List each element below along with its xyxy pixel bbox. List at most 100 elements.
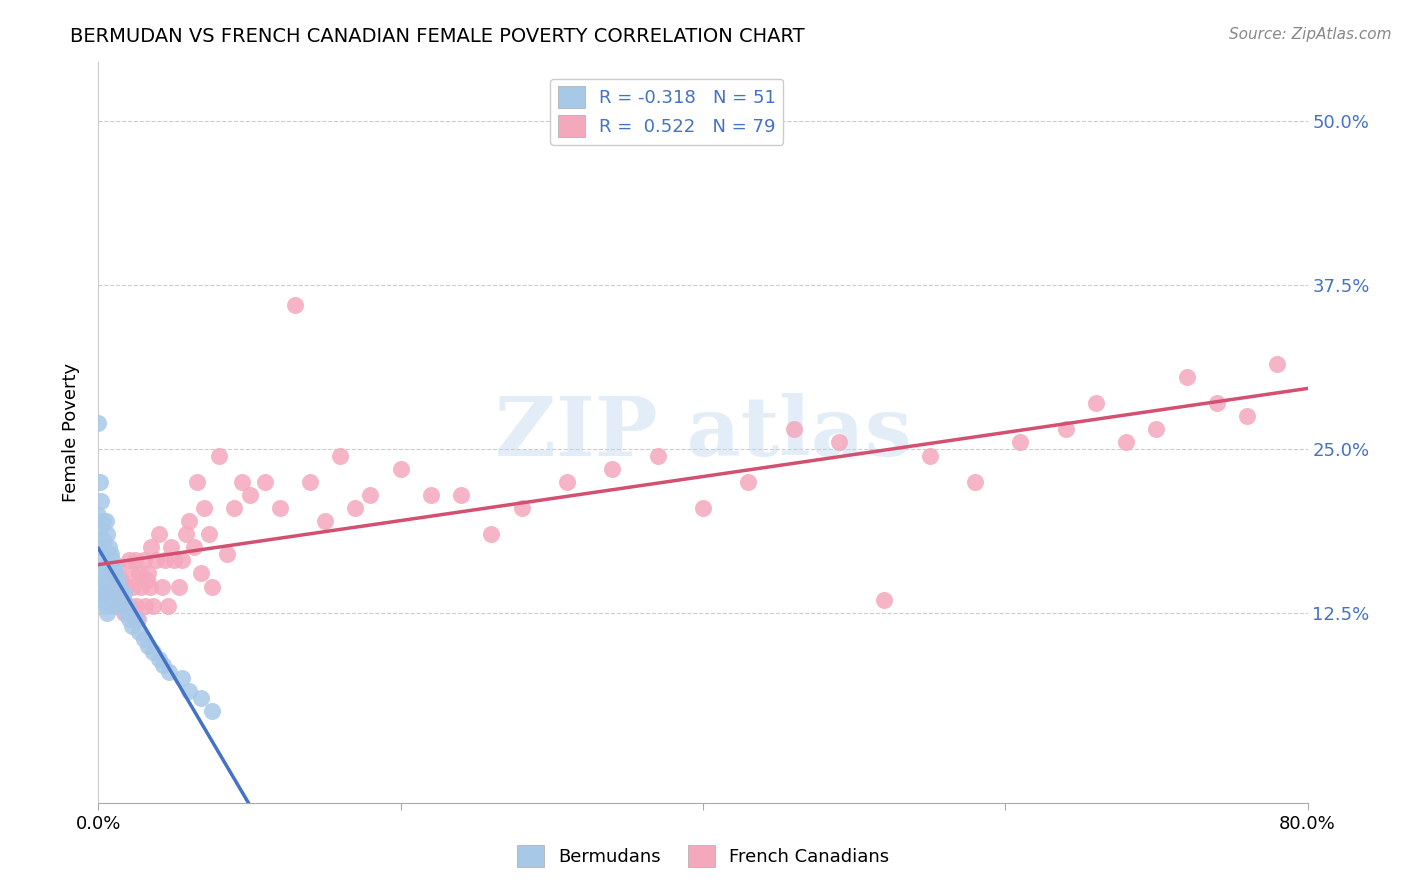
Point bbox=[170, 553, 193, 567]
Point bbox=[1206, 396, 1229, 410]
Point bbox=[160, 541, 183, 555]
Point bbox=[115, 599, 138, 614]
Text: ZIP atlas: ZIP atlas bbox=[495, 392, 911, 473]
Point bbox=[114, 580, 136, 594]
Point bbox=[98, 541, 121, 555]
Point bbox=[96, 606, 118, 620]
Point bbox=[96, 527, 118, 541]
Point bbox=[127, 612, 149, 626]
Point bbox=[174, 527, 197, 541]
Point bbox=[93, 533, 115, 548]
Point bbox=[783, 422, 806, 436]
Point bbox=[87, 508, 110, 522]
Point bbox=[103, 560, 125, 574]
Point bbox=[692, 500, 714, 515]
Point bbox=[104, 566, 127, 581]
Point bbox=[103, 599, 125, 614]
Point bbox=[120, 599, 142, 614]
Point bbox=[110, 573, 132, 587]
Point bbox=[89, 521, 111, 535]
Point bbox=[105, 560, 128, 574]
Point bbox=[156, 599, 179, 614]
Point bbox=[201, 580, 224, 594]
Point bbox=[159, 665, 181, 679]
Point bbox=[93, 573, 115, 587]
Point bbox=[148, 527, 170, 541]
Point bbox=[89, 573, 111, 587]
Point bbox=[98, 580, 121, 594]
Point bbox=[1010, 435, 1032, 450]
Point bbox=[114, 606, 136, 620]
Point bbox=[215, 547, 238, 561]
Point bbox=[148, 651, 170, 665]
Point bbox=[183, 541, 205, 555]
Point bbox=[91, 514, 114, 528]
Point bbox=[112, 586, 135, 600]
Point bbox=[129, 580, 152, 594]
Point bbox=[132, 632, 155, 646]
Point bbox=[105, 580, 128, 594]
Point bbox=[152, 658, 174, 673]
Point bbox=[125, 599, 148, 614]
Point bbox=[153, 553, 176, 567]
Point bbox=[132, 553, 155, 567]
Point bbox=[90, 541, 112, 555]
Point bbox=[965, 475, 987, 489]
Point bbox=[828, 435, 851, 450]
Point bbox=[87, 416, 110, 430]
Point bbox=[136, 566, 159, 581]
Point bbox=[179, 684, 201, 698]
Point bbox=[197, 527, 219, 541]
Point bbox=[128, 566, 150, 581]
Point bbox=[142, 645, 165, 659]
Point bbox=[193, 500, 215, 515]
Point bbox=[122, 580, 145, 594]
Point bbox=[121, 566, 143, 581]
Point bbox=[299, 475, 322, 489]
Point bbox=[111, 592, 134, 607]
Point bbox=[555, 475, 578, 489]
Point bbox=[450, 488, 472, 502]
Point bbox=[145, 553, 167, 567]
Point bbox=[112, 606, 135, 620]
Point bbox=[253, 475, 276, 489]
Point bbox=[91, 553, 114, 567]
Point bbox=[150, 580, 173, 594]
Text: BERMUDAN VS FRENCH CANADIAN FEMALE POVERTY CORRELATION CHART: BERMUDAN VS FRENCH CANADIAN FEMALE POVER… bbox=[70, 27, 804, 45]
Point bbox=[510, 500, 533, 515]
Point bbox=[139, 580, 162, 594]
Point bbox=[94, 599, 117, 614]
Text: Source: ZipAtlas.com: Source: ZipAtlas.com bbox=[1229, 27, 1392, 42]
Point bbox=[118, 612, 141, 626]
Point bbox=[94, 514, 117, 528]
Point bbox=[1115, 435, 1137, 450]
Legend: Bermudans, French Canadians: Bermudans, French Canadians bbox=[509, 838, 897, 874]
Point bbox=[87, 566, 110, 581]
Point bbox=[284, 298, 307, 312]
Point bbox=[186, 475, 208, 489]
Point bbox=[125, 612, 148, 626]
Point bbox=[111, 599, 134, 614]
Point bbox=[420, 488, 443, 502]
Point bbox=[167, 580, 190, 594]
Point bbox=[107, 573, 129, 587]
Point bbox=[737, 475, 759, 489]
Point bbox=[94, 586, 117, 600]
Point bbox=[1175, 370, 1198, 384]
Point bbox=[107, 599, 129, 614]
Point bbox=[1085, 396, 1108, 410]
Point bbox=[163, 553, 186, 567]
Point bbox=[190, 566, 212, 581]
Point bbox=[190, 690, 212, 705]
Point bbox=[329, 449, 352, 463]
Point bbox=[110, 592, 132, 607]
Point bbox=[873, 592, 896, 607]
Point bbox=[136, 639, 159, 653]
Point bbox=[101, 553, 124, 567]
Point bbox=[141, 541, 163, 555]
Point bbox=[121, 619, 143, 633]
Point bbox=[90, 586, 112, 600]
Point bbox=[481, 527, 503, 541]
Point bbox=[314, 514, 336, 528]
Point bbox=[1144, 422, 1167, 436]
